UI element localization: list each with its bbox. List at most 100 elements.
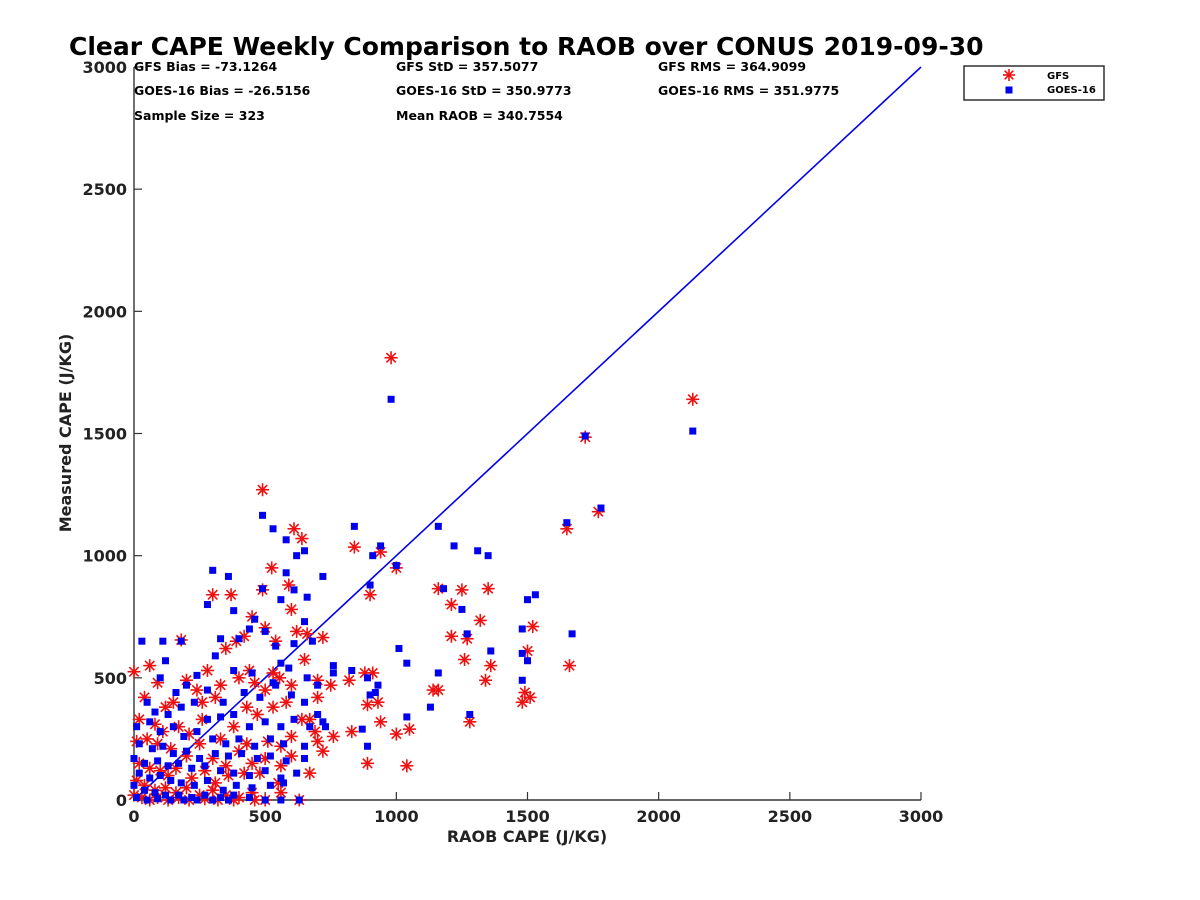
goes16-point (219, 698, 227, 706)
goes16-point (190, 698, 198, 706)
gfs-point (208, 690, 222, 704)
goes16-point (182, 747, 190, 755)
stats-block: GFS Bias = -73.1264 GFS StD = 357.5077 GFS… (134, 59, 839, 123)
goes16-point (177, 637, 185, 645)
gfs-point (266, 666, 280, 680)
goes16-point (177, 703, 185, 711)
gfs-point (308, 725, 322, 739)
y-tick-label: 2000 (82, 302, 127, 321)
goes16-point (366, 581, 374, 589)
x-tick-label: 1500 (505, 807, 550, 826)
goes16-point (277, 659, 285, 667)
goes16-point (450, 542, 458, 550)
stat-text: GOES-16 StD = 350.9773 (396, 83, 572, 98)
gfs-point (219, 759, 233, 773)
goes16-point (290, 715, 298, 723)
gfs-point (326, 729, 340, 743)
goes16-point (301, 618, 309, 626)
gfs-point (371, 695, 385, 709)
goes16-point (224, 796, 232, 804)
goes16-point (219, 786, 227, 794)
goes16-point (322, 723, 330, 731)
goes16-point (269, 525, 277, 533)
goes16-point (175, 791, 183, 799)
goes16-point (350, 522, 358, 530)
gfs-point (324, 678, 338, 692)
stat-text: GFS StD = 357.5077 (396, 59, 538, 74)
goes16-point (568, 630, 576, 638)
gfs-point (400, 759, 414, 773)
stat-text: GOES-16 RMS = 351.9775 (658, 83, 839, 98)
reference-line (133, 66, 922, 801)
gfs-point (219, 642, 233, 656)
gfs-point (195, 695, 209, 709)
goes16-point (371, 688, 379, 696)
gfs-point (169, 761, 183, 775)
goes16-point (518, 649, 526, 657)
y-tick-label: 3000 (82, 58, 127, 77)
goes16-point (282, 757, 290, 765)
goes16-point (524, 596, 531, 604)
goes16-point (466, 710, 474, 718)
legend-goes16-marker (1005, 86, 1013, 94)
goes16-point (130, 781, 138, 789)
gfs-point (562, 659, 576, 673)
gfs-point (273, 671, 287, 685)
goes16-point (306, 723, 314, 731)
goes16-point (217, 713, 225, 721)
goes16-point (301, 547, 309, 555)
goes16-point (597, 504, 605, 512)
goes16-point (277, 796, 285, 804)
goes16-point (201, 762, 209, 770)
goes16-point (301, 754, 309, 762)
goes16-point (387, 395, 395, 403)
gfs-point (265, 561, 279, 575)
gfs-point (298, 653, 312, 667)
gfs-point (295, 532, 309, 546)
gfs-point (200, 664, 214, 678)
gfs-point (316, 744, 330, 758)
y-tick-label: 1000 (82, 547, 127, 566)
goes16-point (301, 698, 309, 706)
goes16-point (146, 774, 154, 782)
goes16-point (203, 601, 211, 609)
goes16-point (209, 566, 217, 574)
goes16-point (175, 759, 183, 767)
goes16-point (581, 432, 589, 440)
gfs-point (284, 729, 298, 743)
goes16-point (245, 723, 253, 731)
goes16-point (251, 742, 259, 750)
goes16-point (434, 522, 442, 530)
goes16-point (295, 796, 303, 804)
gfs-point (300, 627, 314, 641)
x-tick-label: 1000 (374, 807, 419, 826)
goes16-point (358, 725, 366, 733)
goes16-point (140, 759, 148, 767)
gfs-point (479, 673, 493, 687)
goes16-point (563, 519, 571, 527)
goes16-point (167, 776, 175, 784)
goes16-point (287, 691, 295, 699)
goes16-point (290, 586, 298, 594)
goes16-point (167, 796, 175, 804)
goes16-point (314, 681, 322, 689)
goes16-point (133, 794, 141, 802)
gfs-point (311, 690, 325, 704)
goes16-point (169, 723, 177, 731)
x-tick-label: 0 (128, 807, 139, 826)
y-axis-label: Measured CAPE (J/KG) (56, 334, 75, 533)
gfs-point (232, 671, 246, 685)
legend-goes16-label: GOES-16 (1047, 85, 1096, 96)
x-tick-label: 3000 (899, 807, 944, 826)
gfs-point (206, 783, 220, 797)
goes16-point (177, 779, 185, 787)
goes16-point (440, 585, 448, 593)
gfs-point (374, 715, 388, 729)
gfs-point (360, 756, 374, 770)
goes16-point (266, 781, 274, 789)
gfs-point (384, 351, 398, 365)
goes16-point (201, 791, 209, 799)
goes16-point (196, 754, 204, 762)
goes16-point (130, 754, 138, 762)
gfs-point (250, 707, 264, 721)
